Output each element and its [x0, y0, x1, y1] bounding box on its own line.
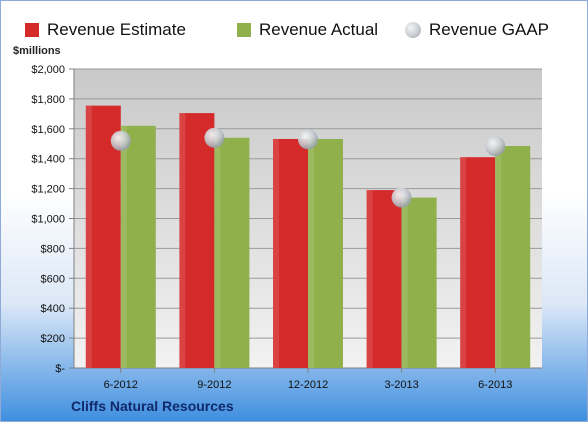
y-tick-label: $1,600	[31, 124, 65, 136]
x-tick-label: 3-2013	[384, 379, 418, 391]
y-tick-label: $800	[41, 243, 65, 255]
point-revenue-gaap	[204, 127, 225, 148]
y-tick-label: $-	[55, 363, 65, 375]
bar-highlight	[120, 125, 127, 368]
bar-revenue-estimate	[179, 113, 215, 368]
y-tick-label: $200	[41, 333, 65, 345]
y-tick-label: $400	[41, 303, 65, 315]
bar-highlight	[401, 197, 408, 368]
x-tick-label: 9-2012	[197, 379, 231, 391]
point-revenue-gaap	[485, 135, 506, 156]
bar-highlight	[495, 145, 502, 368]
bar-highlight	[366, 190, 373, 368]
bar-highlight	[214, 137, 221, 368]
legend-label-revenue-actual: Revenue Actual	[259, 20, 379, 39]
legend: Revenue Estimate Revenue Actual Revenue …	[1, 13, 587, 47]
x-tick-label: 6-2012	[104, 379, 138, 391]
point-revenue-gaap	[298, 129, 318, 150]
bar-revenue-estimate	[85, 105, 121, 368]
bar-revenue-actual	[214, 137, 250, 368]
y-tick-label: $1,800	[31, 94, 65, 106]
legend-label-revenue-gaap: Revenue GAAP	[429, 20, 550, 39]
bar-revenue-estimate	[460, 157, 496, 368]
bar-highlight	[460, 157, 467, 368]
y-tick-label: $2,000	[31, 64, 65, 76]
legend-marker-revenue-gaap	[405, 22, 421, 38]
bar-revenue-actual	[495, 145, 531, 368]
y-axis-unit-label: $millions	[13, 45, 61, 57]
point-revenue-gaap	[110, 130, 131, 151]
y-tick-label: $1,000	[31, 214, 65, 226]
legend-swatch-revenue-actual	[237, 23, 251, 37]
bar-revenue-actual	[120, 125, 156, 368]
y-tick-label: $1,400	[31, 154, 65, 166]
point-revenue-gaap	[391, 187, 412, 208]
bar-revenue-actual	[401, 197, 437, 368]
bar-revenue-estimate	[273, 138, 308, 368]
bar-revenue-estimate	[366, 190, 402, 368]
y-tick-label: $600	[41, 273, 65, 285]
legend-item-revenue-actual: Revenue Actual	[237, 13, 378, 47]
legend-label-revenue-estimate: Revenue Estimate	[47, 20, 186, 39]
legend-item-revenue-estimate: Revenue Estimate	[25, 13, 186, 47]
bar-highlight	[308, 138, 314, 368]
bar-revenue-actual	[308, 138, 343, 368]
bar-highlight	[179, 113, 186, 368]
legend-swatch-revenue-estimate	[25, 23, 39, 37]
x-tick-label: 12-2012	[288, 379, 328, 391]
bar-highlight	[273, 138, 279, 368]
x-tick-label: 6-2013	[478, 379, 512, 391]
company-name: Cliffs Natural Resources	[71, 398, 234, 414]
bar-highlight	[85, 105, 92, 368]
y-tick-label: $1,200	[31, 184, 65, 196]
legend-item-revenue-gaap: Revenue GAAP	[405, 13, 549, 47]
